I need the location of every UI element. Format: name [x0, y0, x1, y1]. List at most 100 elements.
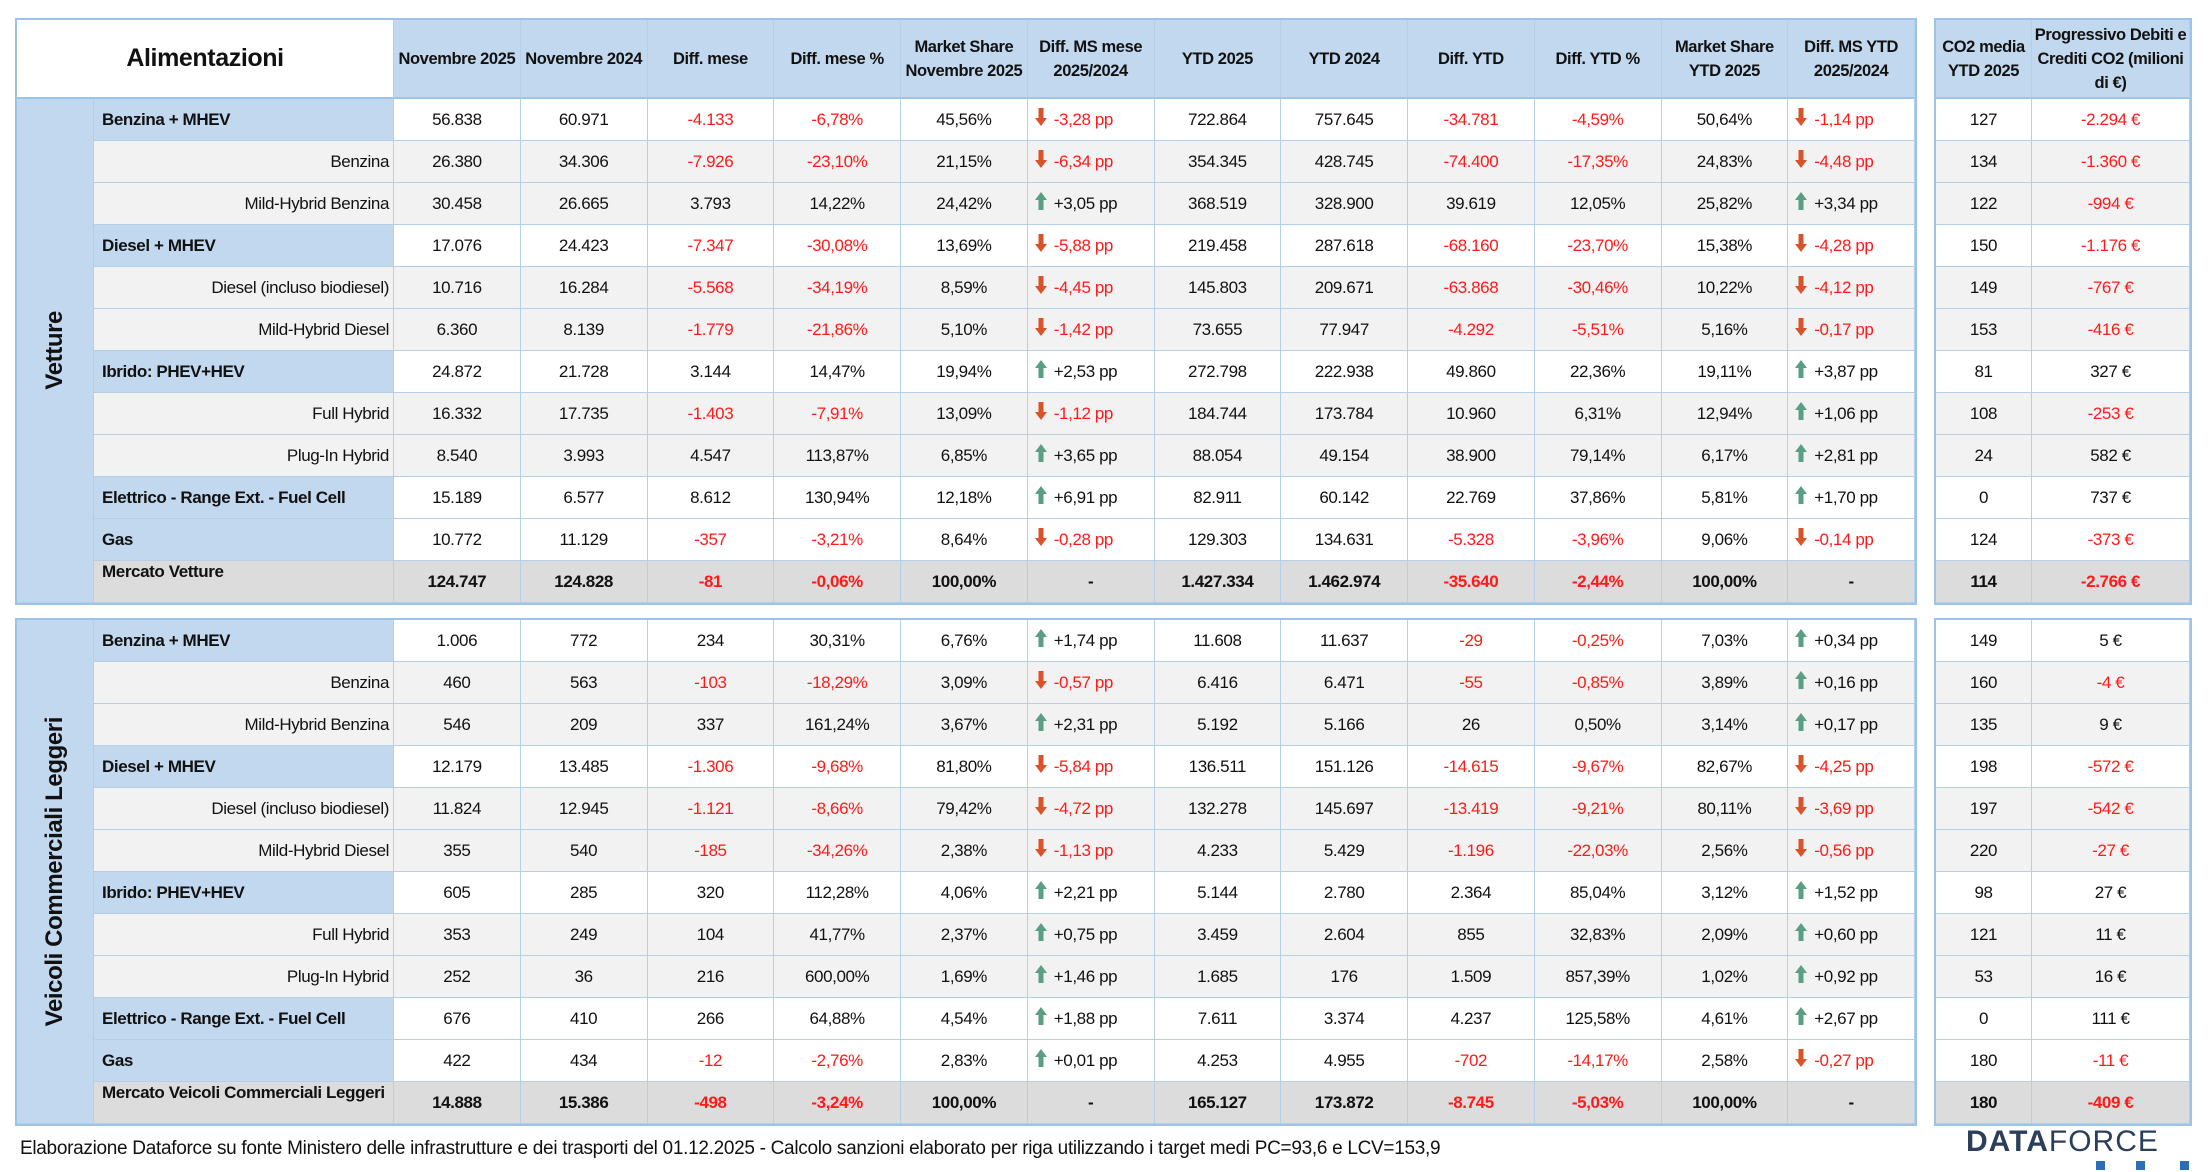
- logo-square: [2096, 1161, 2105, 1170]
- column-header: Progressivo Debiti e Crediti CO2 (milion…: [2032, 20, 2190, 99]
- cell-text: 184.744: [1188, 403, 1247, 423]
- co2-cell: -2.766 €: [2032, 561, 2190, 603]
- cell-text: 37,86%: [1569, 487, 1626, 507]
- cell-text: 60.971: [558, 109, 609, 129]
- cell-text: -2.294 €: [2080, 109, 2141, 129]
- cell-text: 16.284: [558, 277, 609, 297]
- cell-text: YTD 2024: [1308, 49, 1380, 68]
- cell-text: 5,16%: [1701, 319, 1748, 339]
- cell-text: 546: [443, 714, 471, 734]
- data-cell: 17.735: [520, 393, 648, 435]
- data-cell: -0,85%: [1534, 662, 1662, 704]
- data-cell: -1,13 pp: [1027, 830, 1155, 872]
- cell-text: Mild-Hybrid Diesel: [258, 840, 389, 860]
- cell-text: Full Hybrid: [312, 403, 389, 423]
- cell-text: 428.745: [1314, 151, 1374, 171]
- data-cell: 129.303: [1154, 519, 1282, 561]
- cell-text: 145.803: [1188, 277, 1247, 297]
- cell-text: 2,56%: [1701, 840, 1748, 860]
- data-cell: 173.872: [1281, 1082, 1408, 1124]
- cell-text: -4,28 pp: [1814, 235, 1874, 255]
- arrow-down-icon: [1034, 838, 1048, 863]
- data-cell: 24,42%: [901, 183, 1028, 225]
- cell-text: -1,42 pp: [1053, 319, 1114, 339]
- arrow-down-icon: [1034, 670, 1048, 695]
- data-cell: -2,76%: [774, 1040, 901, 1082]
- data-cell: 50,64%: [1661, 99, 1789, 141]
- co2-cell: 127: [1936, 99, 2032, 141]
- co2-cell: 135: [1936, 704, 2032, 746]
- cell-text: -5,51%: [1571, 319, 1624, 339]
- column-header: Diff. YTD: [1408, 20, 1535, 99]
- data-cell: 722.864: [1154, 99, 1282, 141]
- co2-cell: 24: [1936, 435, 2032, 477]
- data-cell: -12: [647, 1040, 775, 1082]
- cell-text: 410: [570, 1008, 598, 1028]
- data-cell: 5.192: [1154, 704, 1282, 746]
- cell-text: -1,14 pp: [1814, 109, 1874, 129]
- data-cell: 428.745: [1281, 141, 1408, 183]
- co2-cell: 149: [1936, 267, 2032, 309]
- cell-text: Diff. mese %: [790, 49, 884, 68]
- data-cell: 16.332: [394, 393, 521, 435]
- data-cell: 219.458: [1154, 225, 1282, 267]
- cell-text: 3.374: [1323, 1008, 1365, 1028]
- data-cell: -34,19%: [774, 267, 901, 309]
- row-label: Full Hybrid: [94, 914, 394, 956]
- cell-text: -4,12 pp: [1814, 277, 1874, 297]
- arrow-down-icon: [1794, 233, 1808, 258]
- cell-text: 7,03%: [1701, 630, 1748, 650]
- cell-text: 81: [1974, 361, 1993, 381]
- data-cell: -5,03%: [1534, 1082, 1662, 1124]
- data-cell: 540: [520, 830, 648, 872]
- cell-text: Diesel (incluso biodiesel): [211, 798, 389, 818]
- cell-text: -409 €: [2087, 1092, 2134, 1112]
- data-cell: 130,94%: [774, 477, 901, 519]
- cell-text: Mercato Vetture: [102, 562, 224, 581]
- cell-text: 3.144: [690, 361, 731, 381]
- co2-cell: 9 €: [2032, 704, 2190, 746]
- cell-text: -9,21%: [1571, 798, 1624, 818]
- cell-text: -13.419: [1443, 798, 1499, 818]
- cell-text: 3,09%: [940, 672, 988, 692]
- co2-cell: -1.176 €: [2032, 225, 2190, 267]
- data-cell: 600,00%: [774, 956, 901, 998]
- data-cell: 15.386: [520, 1082, 648, 1124]
- cell-text: -357: [694, 529, 727, 549]
- data-cell: 11.129: [520, 519, 648, 561]
- data-cell: -4,72 pp: [1027, 788, 1155, 830]
- arrow-up-icon: [1034, 1006, 1048, 1031]
- cell-text: +1,46 pp: [1053, 966, 1118, 986]
- cell-text: 6.471: [1323, 672, 1365, 692]
- cell-text: 2.364: [1450, 882, 1492, 902]
- cell-text: 176: [1330, 966, 1359, 986]
- data-cell: -5,51%: [1534, 309, 1662, 351]
- cell-text: 13,69%: [936, 235, 992, 255]
- data-cell: 79,42%: [901, 788, 1028, 830]
- co2-cell: 149: [1936, 620, 2032, 662]
- data-cell: 82.911: [1154, 477, 1282, 519]
- cell-text: Mild-Hybrid Benzina: [244, 193, 389, 213]
- data-cell: 13,09%: [901, 393, 1028, 435]
- co2-cell: 111 €: [2032, 998, 2190, 1040]
- data-cell: 14,47%: [774, 351, 901, 393]
- data-cell: -14.615: [1408, 746, 1535, 788]
- cell-text: -1,13 pp: [1053, 840, 1114, 860]
- data-cell: -0,17 pp: [1788, 309, 1915, 351]
- cell-text: -30,46%: [1567, 277, 1628, 297]
- data-cell: -185: [647, 830, 775, 872]
- cell-text: 2.780: [1323, 882, 1365, 902]
- co2-cell: 108: [1936, 393, 2032, 435]
- cell-text: Gas: [102, 529, 133, 549]
- cell-text: 252: [443, 966, 471, 986]
- data-cell: 757.645: [1281, 99, 1408, 141]
- cell-text: 2,09%: [1701, 924, 1748, 944]
- cell-text: -14,17%: [1567, 1050, 1628, 1070]
- cell-text: Ibrido: PHEV+HEV: [102, 882, 245, 902]
- cell-text: -23,70%: [1567, 235, 1628, 255]
- data-cell: -7,91%: [774, 393, 901, 435]
- cell-text: 4,61%: [1701, 1008, 1748, 1028]
- data-cell: +1,52 pp: [1788, 872, 1915, 914]
- data-cell: 21.728: [520, 351, 648, 393]
- cell-text: -3,24%: [811, 1092, 863, 1112]
